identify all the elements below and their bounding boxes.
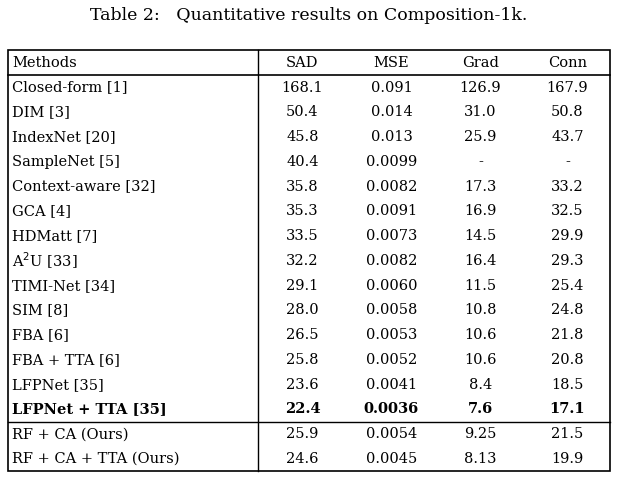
Text: GCA [4]: GCA [4] <box>12 204 71 218</box>
Text: SampleNet [5]: SampleNet [5] <box>12 155 121 169</box>
Text: 33.2: 33.2 <box>551 180 584 193</box>
Text: -: - <box>478 155 483 169</box>
Text: FBA + TTA [6]: FBA + TTA [6] <box>12 353 121 367</box>
Text: Context-aware [32]: Context-aware [32] <box>12 180 156 193</box>
Text: 25.9: 25.9 <box>286 427 318 441</box>
Text: 168.1: 168.1 <box>282 81 323 95</box>
Text: 9.25: 9.25 <box>464 427 497 441</box>
Text: 0.014: 0.014 <box>371 105 412 120</box>
Text: 50.4: 50.4 <box>286 105 319 120</box>
Text: 0.0045: 0.0045 <box>366 452 417 466</box>
Text: 31.0: 31.0 <box>464 105 497 120</box>
Text: 10.6: 10.6 <box>464 328 497 342</box>
Text: SAD: SAD <box>286 56 319 70</box>
Text: 32.2: 32.2 <box>286 254 319 268</box>
Text: 0.0091: 0.0091 <box>366 204 417 218</box>
Text: Conn: Conn <box>548 56 587 70</box>
Text: TIMI-Net [34]: TIMI-Net [34] <box>12 279 116 293</box>
Text: 8.13: 8.13 <box>464 452 497 466</box>
Text: LFPNet + TTA [35]: LFPNet + TTA [35] <box>12 402 167 417</box>
Text: 26.5: 26.5 <box>286 328 319 342</box>
Text: A$^2$U [33]: A$^2$U [33] <box>12 251 78 271</box>
Text: 0.0073: 0.0073 <box>366 229 417 243</box>
Text: 0.0099: 0.0099 <box>366 155 417 169</box>
Text: 16.4: 16.4 <box>464 254 497 268</box>
Text: 20.8: 20.8 <box>551 353 584 367</box>
Text: 0.0060: 0.0060 <box>366 279 417 293</box>
Text: HDMatt [7]: HDMatt [7] <box>12 229 98 243</box>
Text: 0.0052: 0.0052 <box>366 353 417 367</box>
Text: 16.9: 16.9 <box>464 204 497 218</box>
Text: MSE: MSE <box>374 56 409 70</box>
Text: LFPNet [35]: LFPNet [35] <box>12 378 104 392</box>
Text: 8.4: 8.4 <box>469 378 492 392</box>
Text: Table 2:   Quantitative results on Composition-1k.: Table 2: Quantitative results on Composi… <box>90 7 528 24</box>
Text: Grad: Grad <box>462 56 499 70</box>
Text: -: - <box>565 155 570 169</box>
Text: 25.4: 25.4 <box>551 279 584 293</box>
Text: RF + CA (Ours): RF + CA (Ours) <box>12 427 129 441</box>
Text: RF + CA + TTA (Ours): RF + CA + TTA (Ours) <box>12 452 180 466</box>
Text: 28.0: 28.0 <box>286 303 319 317</box>
Text: 17.1: 17.1 <box>550 402 585 417</box>
Text: FBA [6]: FBA [6] <box>12 328 69 342</box>
Text: 24.8: 24.8 <box>551 303 584 317</box>
Text: 11.5: 11.5 <box>465 279 497 293</box>
Text: 0.0082: 0.0082 <box>366 254 417 268</box>
Text: 0.0058: 0.0058 <box>366 303 417 317</box>
Text: 35.8: 35.8 <box>286 180 319 193</box>
Text: 21.5: 21.5 <box>551 427 583 441</box>
Text: 33.5: 33.5 <box>286 229 319 243</box>
Text: 19.9: 19.9 <box>551 452 583 466</box>
Text: 21.8: 21.8 <box>551 328 584 342</box>
Text: 23.6: 23.6 <box>286 378 319 392</box>
Text: 32.5: 32.5 <box>551 204 584 218</box>
Text: Methods: Methods <box>12 56 77 70</box>
Text: 25.8: 25.8 <box>286 353 319 367</box>
Text: 7.6: 7.6 <box>468 402 493 417</box>
Text: Closed-form [1]: Closed-form [1] <box>12 81 128 95</box>
Text: 25.9: 25.9 <box>464 130 497 144</box>
Text: 40.4: 40.4 <box>286 155 319 169</box>
Text: 43.7: 43.7 <box>551 130 584 144</box>
Text: 45.8: 45.8 <box>286 130 319 144</box>
Text: SIM [8]: SIM [8] <box>12 303 69 317</box>
Text: 167.9: 167.9 <box>547 81 588 95</box>
Text: 18.5: 18.5 <box>551 378 584 392</box>
Text: IndexNet [20]: IndexNet [20] <box>12 130 116 144</box>
Text: 126.9: 126.9 <box>460 81 501 95</box>
Text: 29.9: 29.9 <box>551 229 584 243</box>
Text: DIM [3]: DIM [3] <box>12 105 70 120</box>
Text: 0.0082: 0.0082 <box>366 180 417 193</box>
Text: 0.0054: 0.0054 <box>366 427 417 441</box>
Text: 22.4: 22.4 <box>284 402 320 417</box>
Text: 0.0041: 0.0041 <box>366 378 417 392</box>
Text: 17.3: 17.3 <box>464 180 497 193</box>
Text: 0.013: 0.013 <box>371 130 412 144</box>
Text: 29.3: 29.3 <box>551 254 584 268</box>
Text: 0.0036: 0.0036 <box>364 402 419 417</box>
Text: 50.8: 50.8 <box>551 105 584 120</box>
Bar <box>8 50 610 471</box>
Text: 35.3: 35.3 <box>286 204 319 218</box>
Text: 14.5: 14.5 <box>464 229 497 243</box>
Text: 24.6: 24.6 <box>286 452 319 466</box>
Text: 0.0053: 0.0053 <box>366 328 417 342</box>
Text: 10.6: 10.6 <box>464 353 497 367</box>
Text: 10.8: 10.8 <box>464 303 497 317</box>
Text: 29.1: 29.1 <box>286 279 318 293</box>
Text: 0.091: 0.091 <box>371 81 412 95</box>
